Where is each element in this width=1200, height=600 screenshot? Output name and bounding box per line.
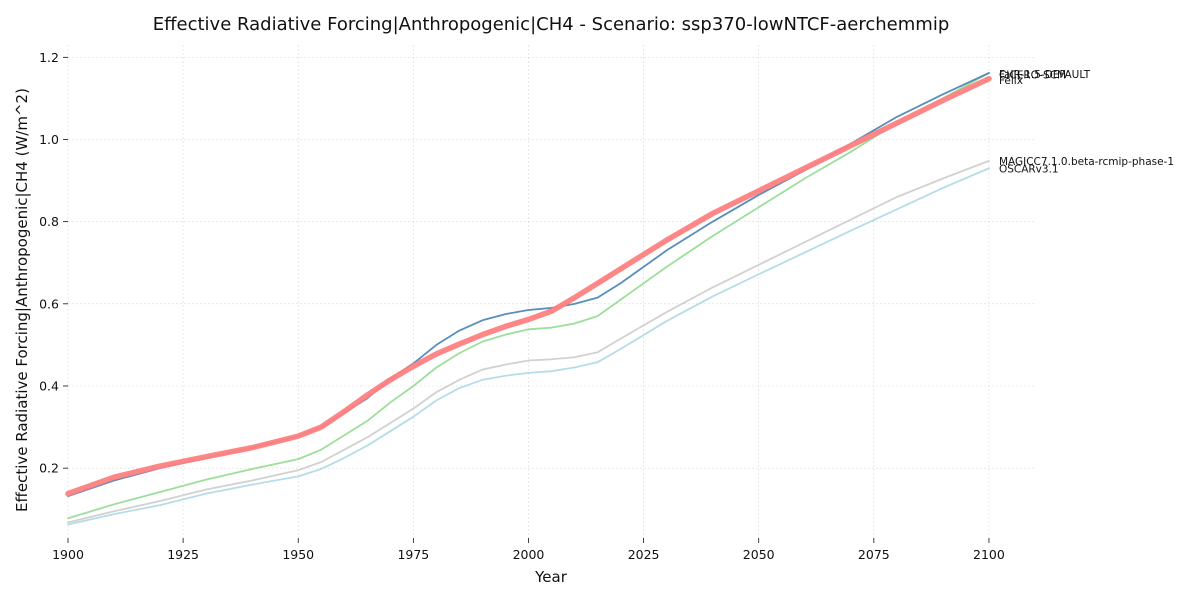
series-line-felix [65,75,992,497]
x-tick-label: 2000 [513,547,545,562]
y-tick-label: 0.4 [39,378,59,393]
x-tick-label: 1950 [282,547,314,562]
y-tick-label: 1.0 [39,132,59,147]
series-end-label: CICERO-SCM [999,70,1066,82]
series-end-label: MAGICC7.1.0.beta-rcmip-phase-1 [999,156,1174,168]
series-end-label: FaIR-1.5-DEFAULT [999,69,1091,81]
chart-title: Effective Radiative Forcing|Anthropogeni… [153,14,950,35]
x-tick-label: 1900 [52,547,84,562]
y-tick-label: 0.6 [39,296,59,311]
x-tick-label: 2050 [743,547,775,562]
axis-ticks: 1900 1925 1950 1975 2000 2025 2050 2075 2100 0.2 0… [39,50,1005,562]
y-tick-label: 1.2 [39,50,59,65]
series-line-cicero-scm [67,72,990,497]
x-tick-label: 2100 [973,547,1005,562]
y-tick-label: 0.8 [39,214,59,229]
series-lines [65,72,992,526]
x-tick-label: 1925 [167,547,199,562]
x-tick-label: 1975 [397,547,429,562]
series-line-magicc7-1-0-beta-rcmip-phase-1 [67,159,990,524]
series-line-fair-1-5-default [67,72,990,520]
series-end-label: Felix [999,75,1023,87]
series-end-label: OSCARv3.1 [999,163,1059,175]
grid [67,45,1035,538]
x-axis-label: Year [534,568,568,586]
y-axis-label: Effective Radiative Forcing|Anthropogeni… [13,88,31,512]
x-tick-label: 2025 [628,547,660,562]
x-tick-label: 2075 [858,547,890,562]
y-tick-label: 0.2 [39,461,59,476]
series-line-oscarv3-1 [67,167,990,526]
